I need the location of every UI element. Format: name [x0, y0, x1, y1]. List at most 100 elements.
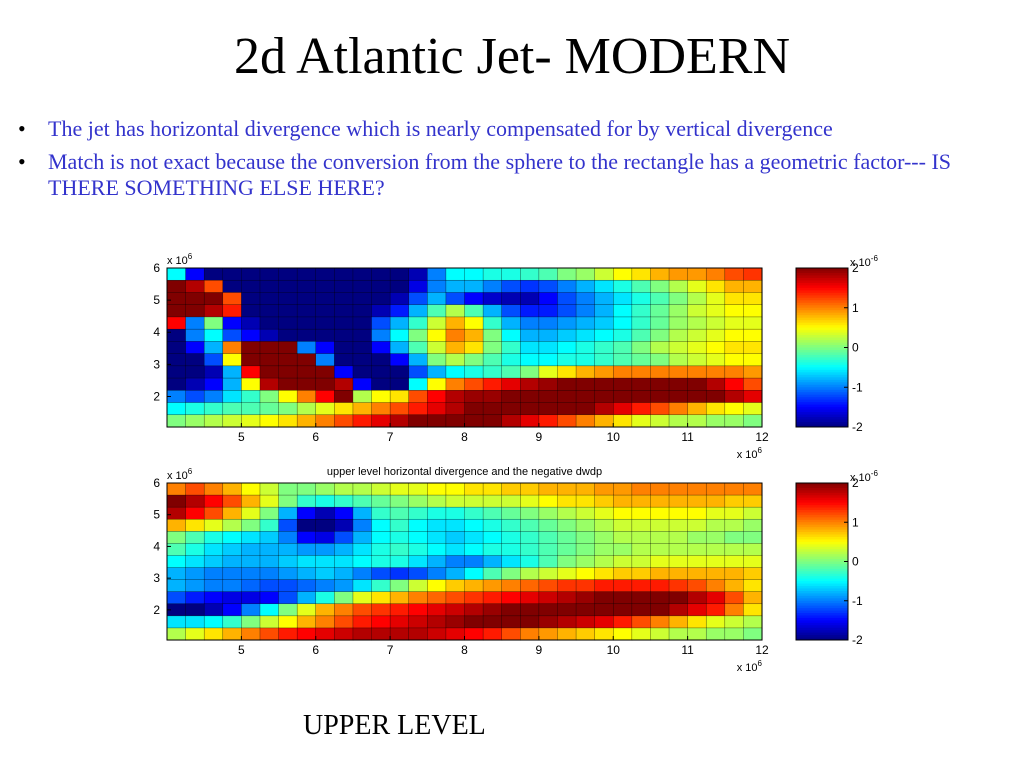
colorbar-segment [796, 364, 848, 368]
heatmap-cell [408, 627, 428, 641]
heatmap-cell [538, 627, 559, 641]
heatmap-cell [352, 414, 373, 428]
heatmap-cell [464, 555, 484, 569]
heatmap-cell [296, 316, 317, 330]
heatmap-cell [650, 267, 670, 281]
colorbar-segment [796, 422, 848, 426]
heatmap-cell [575, 531, 596, 544]
y-tick-label: 5 [153, 293, 160, 307]
heatmap-cell [241, 402, 261, 416]
heatmap-cell [501, 341, 521, 355]
heatmap-cell [520, 390, 540, 404]
heatmap-cell [278, 377, 298, 391]
heatmap-cell [575, 377, 596, 391]
heatmap-cell [166, 543, 187, 557]
heatmap-cell [408, 341, 428, 355]
heatmap-cell [520, 506, 540, 520]
heatmap-cell [464, 627, 484, 641]
heatmap-cell [501, 506, 521, 520]
heatmap-cell [668, 292, 689, 306]
heatmap-cell [613, 579, 633, 593]
heatmap-cell [594, 292, 614, 306]
heatmap-cell [222, 579, 242, 593]
heatmap-cell [315, 591, 335, 605]
heatmap-cell [538, 402, 559, 416]
colorbar-tick-label: -1 [852, 594, 863, 608]
y-axis-multiplier: x 106 [167, 252, 193, 267]
heatmap-cell [520, 603, 540, 617]
colorbar-segment [796, 490, 848, 494]
heatmap-cell [743, 390, 763, 404]
heatmap-cell [296, 494, 317, 508]
heatmap-cell [278, 543, 298, 557]
heatmap-cell [705, 531, 726, 544]
heatmap-cell [501, 567, 521, 581]
heatmap-cell [501, 292, 521, 306]
colorbar-segment [796, 561, 848, 565]
colorbar-segment [796, 347, 848, 351]
colorbar-segment [796, 563, 848, 567]
colorbar-segment [796, 312, 848, 316]
heatmap-cell [613, 603, 633, 617]
heatmap-cell [575, 627, 596, 641]
x-tick-label: 7 [387, 643, 394, 657]
heatmap-cell [501, 377, 521, 391]
heatmap-cell [334, 518, 354, 532]
heatmap-cell [315, 353, 335, 367]
bullet-item: • The jet has horizontal divergence whic… [18, 116, 1008, 142]
heatmap-cell [185, 518, 205, 532]
heatmap-cell [464, 402, 484, 416]
heatmap-cell [464, 267, 484, 281]
heatmap-cell [687, 615, 707, 629]
heatmap-cell [668, 482, 689, 496]
heatmap-cell [352, 267, 373, 281]
heatmap-cell [520, 543, 540, 557]
heatmap-cell [705, 341, 726, 355]
heatmap-cell [296, 579, 317, 593]
heatmap-cell [352, 292, 373, 306]
heatmap-cell [445, 279, 466, 294]
heatmap-cell [185, 292, 205, 306]
colorbar-segment [796, 507, 848, 511]
colorbar-segment [796, 287, 848, 291]
heatmap-cell [482, 494, 503, 508]
heatmap-cell [575, 390, 596, 404]
heatmap-cell [389, 267, 410, 281]
heatmap-cell [631, 615, 651, 629]
heatmap-cell [389, 279, 410, 294]
heatmap-cell [371, 591, 391, 605]
heatmap-cell [352, 390, 373, 404]
heatmap-cell [575, 365, 596, 379]
heatmap-cell [520, 531, 540, 544]
heatmap-cell [408, 292, 428, 306]
colorbar-segment [796, 583, 848, 587]
heatmap-cell [166, 279, 187, 294]
heatmap-cell [631, 482, 651, 496]
heatmap-cell [557, 328, 577, 342]
heatmap-cell [631, 579, 651, 593]
heatmap-cell [594, 518, 614, 532]
heatmap-cell [371, 377, 391, 391]
colorbar-segment [796, 605, 848, 609]
x-tick-label: 5 [238, 643, 245, 657]
heatmap-cell [724, 579, 744, 593]
heatmap-cell [557, 304, 577, 318]
heatmap-cell [687, 555, 707, 569]
heatmap-cell [575, 591, 596, 605]
heatmap-cell [650, 279, 670, 294]
heatmap-cell [650, 627, 670, 641]
heatmap-cell [650, 494, 670, 508]
colorbar-segment [796, 517, 848, 521]
heatmap-cell [613, 292, 633, 306]
heatmap-cell [389, 615, 410, 629]
heatmap-cell [557, 506, 577, 520]
heatmap-cell [371, 390, 391, 404]
colorbar-tick-label: 1 [852, 301, 859, 315]
heatmap-cell [259, 279, 280, 294]
heatmap-cell [334, 304, 354, 318]
heatmap-cell [185, 341, 205, 355]
heatmap-cell [296, 328, 317, 342]
heatmap-cell [315, 402, 335, 416]
heatmap-cell [296, 414, 317, 428]
heatmap-cell [520, 482, 540, 496]
